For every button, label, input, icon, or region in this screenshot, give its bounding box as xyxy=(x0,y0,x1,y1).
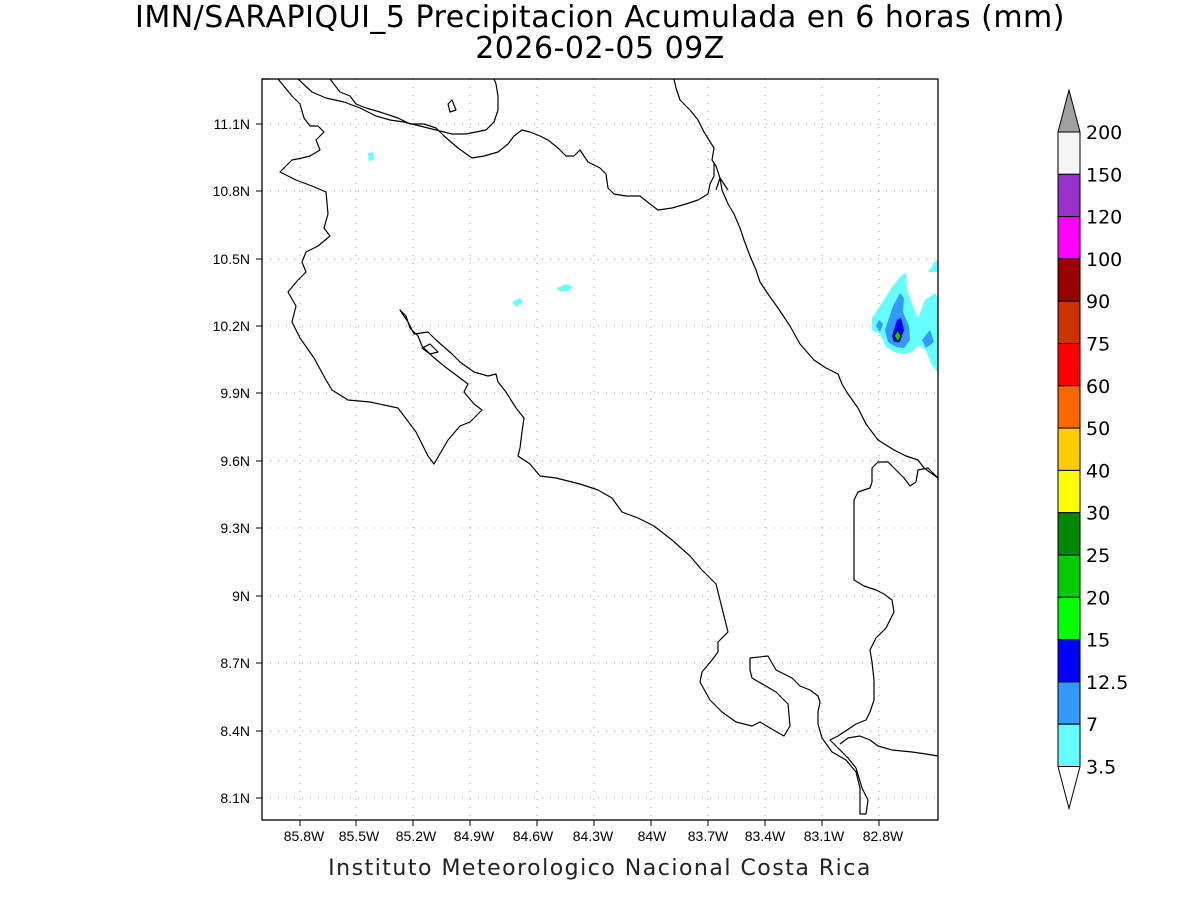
map-plot-area xyxy=(262,79,938,820)
colorbar-segment xyxy=(1057,385,1081,429)
colorbar-max-arrow xyxy=(1057,88,1081,133)
precip-patch xyxy=(928,260,938,272)
colorbar-label: 75 xyxy=(1086,334,1110,356)
colorbar-segment xyxy=(1057,216,1081,260)
colorbar-segment xyxy=(1057,512,1081,556)
tick-marks xyxy=(256,123,880,826)
colorbar-label: 7 xyxy=(1086,714,1098,736)
colorbar-segment xyxy=(1057,300,1081,345)
lat-tick-label: 10.8N xyxy=(213,183,250,199)
colorbar-label: 40 xyxy=(1086,460,1110,482)
lat-tick-label: 8.4N xyxy=(220,723,250,739)
colorbar-label: 12.5 xyxy=(1086,672,1128,694)
precipitation-field xyxy=(368,152,938,372)
precip-patch xyxy=(368,152,374,161)
colorbar-segment xyxy=(1057,596,1081,641)
lon-tick-label: 83.4W xyxy=(745,828,786,844)
lon-tick-label: 85.8W xyxy=(284,828,325,844)
lat-tick-label: 9.6N xyxy=(220,453,250,469)
colorbar-label: 20 xyxy=(1086,587,1110,609)
lon-tick-label: 85.5W xyxy=(339,828,380,844)
lat-tick-label: 8.1N xyxy=(220,790,250,806)
lat-tick-label: 8.7N xyxy=(220,655,250,671)
map-title: IMN/SARAPIQUI_5 Precipitacion Acumulada … xyxy=(0,2,1200,64)
colorbar-label: 50 xyxy=(1086,418,1110,440)
lon-tick-label: 84W xyxy=(638,828,668,844)
lat-tick-label: 10.5N xyxy=(213,251,250,267)
lon-tick-label: 84.6W xyxy=(513,828,554,844)
lat-tick-label: 9.9N xyxy=(220,385,250,401)
precip-patch xyxy=(876,320,883,332)
coastlines xyxy=(262,78,939,815)
title-line-2: 2026-02-05 09Z xyxy=(475,31,725,66)
colorbar-segment xyxy=(1057,554,1081,598)
colorbar-segment xyxy=(1057,427,1081,471)
title-line-1: IMN/SARAPIQUI_5 Precipitacion Acumulada … xyxy=(135,0,1065,35)
colorbar-label: 90 xyxy=(1086,291,1110,313)
colorbar-segment xyxy=(1057,258,1081,302)
colorbar-label: 25 xyxy=(1086,545,1110,567)
lat-tick-labels: 11.1N 10.8N 10.5N 10.2N 9.9N 9.6N 9.3N 9… xyxy=(213,116,250,806)
lat-tick-label: 9.3N xyxy=(220,520,250,536)
lon-tick-label: 83.1W xyxy=(804,828,845,844)
lat-tick-label: 10.2N xyxy=(213,318,250,334)
lon-tick-label: 85.2W xyxy=(396,828,437,844)
colorbar-label: 3.5 xyxy=(1086,757,1116,779)
precip-patch xyxy=(557,284,573,291)
precip-patch xyxy=(893,329,902,343)
lon-tick-label: 82.8W xyxy=(863,828,904,844)
colorbar-label: 60 xyxy=(1086,376,1110,398)
lat-tick-label: 11.1N xyxy=(214,116,250,132)
colorbar-segment xyxy=(1057,343,1081,387)
precip-patch xyxy=(512,298,523,307)
lon-tick-label: 83.7W xyxy=(688,828,729,844)
colorbar-label: 30 xyxy=(1086,503,1110,525)
colorbar-segment xyxy=(1057,469,1081,514)
colorbar-label: 100 xyxy=(1086,249,1122,271)
colorbar-segment xyxy=(1057,639,1081,683)
lon-tick-label: 84.9W xyxy=(454,828,495,844)
colorbar-label: 150 xyxy=(1086,164,1122,186)
colorbar-label: 200 xyxy=(1086,122,1122,144)
map-frame xyxy=(261,78,939,821)
colorbar: 200 150 120 100 90 75 60 50 40 30 25 20 15 12.5 7 3.5 xyxy=(1057,88,1128,811)
colorbar-segment xyxy=(1057,681,1081,725)
precip-patch xyxy=(922,330,934,348)
gridlines xyxy=(262,79,938,820)
footer-credit: Instituto Meteorologico Nacional Costa R… xyxy=(328,856,872,881)
lon-tick-label: 84.3W xyxy=(573,828,614,844)
colorbar-label: 15 xyxy=(1086,630,1110,652)
colorbar-segment xyxy=(1057,723,1081,768)
colorbar-min-arrow xyxy=(1057,766,1081,811)
lon-tick-labels: 85.8W 85.5W 85.2W 84.9W 84.6W 84.3W 84W … xyxy=(284,828,904,844)
colorbar-segment xyxy=(1057,173,1081,218)
colorbar-label: 120 xyxy=(1086,207,1122,229)
lat-tick-label: 9N xyxy=(232,588,250,604)
colorbar-segment xyxy=(1057,131,1081,175)
